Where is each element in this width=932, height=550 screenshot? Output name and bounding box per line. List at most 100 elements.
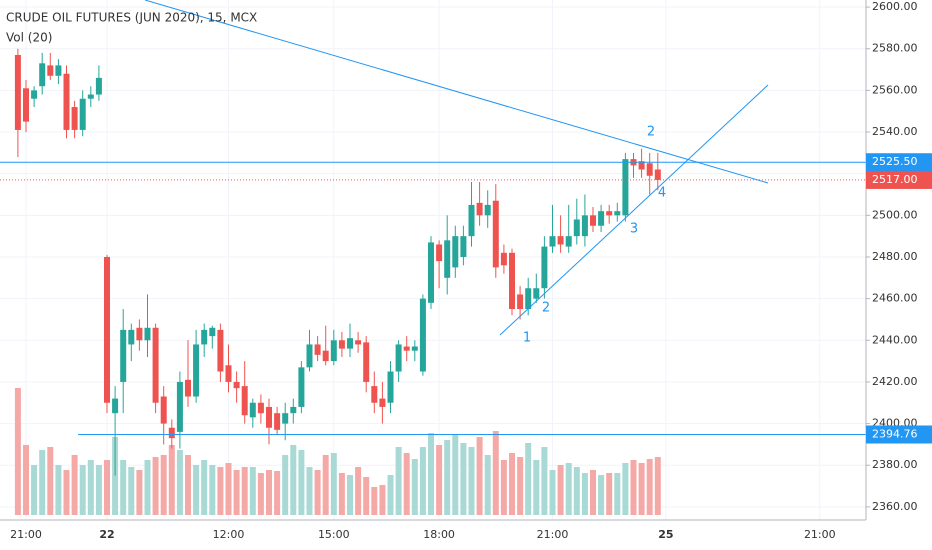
candle-body — [217, 329, 224, 372]
time-axis — [0, 520, 866, 550]
volume-bar — [581, 473, 588, 515]
axis-labels: 2360.002380.002400.002420.002440.002460.… — [10, 0, 932, 541]
candle-body — [573, 219, 580, 237]
volume-bar — [306, 467, 313, 515]
candle-body — [428, 242, 434, 303]
volume-bar — [347, 475, 353, 515]
candle-body — [201, 329, 208, 345]
candle-body — [581, 215, 588, 237]
volume-bar — [565, 463, 572, 515]
volume-bar — [112, 437, 119, 515]
candle-body — [120, 329, 127, 382]
x-tick-label: 21:00 — [537, 528, 569, 541]
volume-bar — [646, 459, 653, 515]
candle-body — [71, 107, 78, 130]
volume-bar — [428, 433, 434, 515]
candle-body — [436, 244, 443, 262]
candle-body — [144, 327, 151, 341]
wave-label: 1 — [523, 331, 531, 346]
volume-bar — [598, 475, 605, 515]
volume-bar — [395, 447, 402, 515]
volume-bar — [95, 465, 102, 515]
volume-bar — [379, 485, 386, 515]
candle-body — [347, 338, 353, 349]
y-tick-label: 2420.00 — [872, 375, 918, 388]
volume-bar — [225, 463, 232, 515]
candle-body — [63, 73, 70, 130]
candle-body — [533, 288, 540, 299]
volume-bar — [201, 460, 208, 515]
volume-bar — [241, 467, 248, 515]
y-tick-label: 2560.00 — [872, 83, 918, 96]
candle-body — [387, 371, 394, 403]
candle-body — [241, 386, 248, 416]
y-tick-label: 2460.00 — [872, 292, 918, 305]
volume-bar — [436, 445, 443, 515]
y-tick-label: 2360.00 — [872, 500, 918, 513]
y-tick-label: 2540.00 — [872, 125, 918, 138]
candle-body — [233, 381, 240, 389]
volume-bar — [104, 460, 110, 515]
volume-bar — [185, 455, 191, 515]
candle-body — [176, 381, 183, 432]
candle-body — [363, 342, 370, 382]
candle-body — [104, 256, 110, 403]
x-tick-label: 21:00 — [804, 528, 836, 541]
volume-bar — [622, 463, 629, 515]
candle-body — [185, 379, 191, 397]
candle-body — [654, 169, 661, 180]
candle-body — [565, 236, 572, 247]
volume-bar — [573, 467, 580, 515]
volume-bar — [492, 431, 499, 515]
candle-body — [274, 413, 281, 430]
wave-label: 2 — [542, 301, 550, 316]
volume-bar — [282, 455, 289, 515]
volume-bar — [55, 465, 62, 515]
volume-bar — [193, 465, 200, 515]
x-tick-label: 15:00 — [318, 528, 350, 541]
candle-body — [152, 327, 159, 403]
candle-body — [541, 246, 548, 289]
candle-body — [55, 65, 62, 76]
candle-body — [371, 386, 378, 403]
candle-body — [492, 200, 499, 268]
volume-label: Vol (20) — [6, 31, 52, 45]
volume-bar — [654, 457, 661, 515]
volume-bar — [79, 465, 86, 515]
volume-bar — [533, 460, 540, 515]
candle-body — [282, 413, 289, 424]
candle-body — [306, 344, 313, 368]
candle-body — [484, 204, 491, 216]
price-label: 2394.76 — [872, 427, 918, 440]
candle-body — [460, 236, 467, 257]
candle-body — [468, 204, 475, 237]
volume-bar — [484, 455, 491, 515]
volume-bar — [249, 467, 256, 515]
candle-body — [606, 211, 613, 216]
candle-body — [47, 65, 54, 76]
volume-bar — [387, 475, 394, 515]
price-label-box — [866, 170, 932, 189]
wave-label: 4 — [658, 186, 666, 201]
y-tick-label: 2500.00 — [872, 208, 918, 221]
volume-bar — [47, 447, 54, 515]
x-tick-label: 21:00 — [10, 528, 42, 541]
candle-body — [476, 202, 483, 216]
volume-bar — [355, 467, 362, 515]
volume-bar — [290, 445, 297, 515]
candle-body — [31, 90, 38, 99]
volume-bar — [525, 443, 532, 515]
candle-body — [168, 427, 175, 439]
volume-bar — [509, 453, 515, 515]
candle-body — [444, 240, 451, 278]
volume-bar — [444, 440, 451, 515]
candle-body — [209, 327, 216, 337]
volume-bar — [14, 388, 21, 515]
candle-body — [330, 340, 337, 362]
candle-body — [14, 54, 21, 130]
trend-line — [499, 84, 769, 336]
candle-body — [290, 406, 297, 414]
volume-bar — [176, 450, 183, 515]
candle-body — [266, 406, 272, 428]
price-label: 2517.00 — [872, 173, 918, 186]
